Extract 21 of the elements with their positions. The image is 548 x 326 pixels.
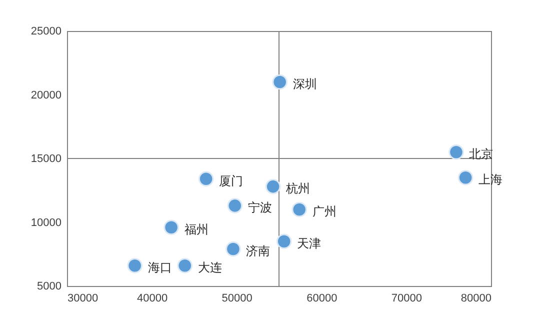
series-label: 大连 [198,260,222,275]
x-tick-label: 30000 [68,292,98,304]
y-tick-label: 20000 [30,89,62,102]
series-label: 厦门 [219,174,244,188]
series-label: 济南 [246,244,270,258]
x-tick-label: 40000 [137,292,168,304]
series-label: 福州 [184,222,208,236]
x-tick-label: 60000 [306,292,338,304]
series-label: 宁波 [248,200,272,215]
y-tick-label: 5000 [37,280,62,292]
x-tick-label: 50000 [222,292,252,304]
series-label: 天津 [297,236,322,250]
y-tick-label: 15000 [30,153,62,165]
series-label: 杭州 [285,182,310,196]
series-label: 深圳 [292,77,317,91]
y-tick-label: 10000 [30,216,62,229]
y-tick-label: 25000 [30,26,62,38]
x-tick-label: 70000 [391,292,422,304]
series-label: 海口 [148,260,172,275]
series-label: 广州 [312,204,336,218]
x-tick-label: 80000 [460,292,492,304]
